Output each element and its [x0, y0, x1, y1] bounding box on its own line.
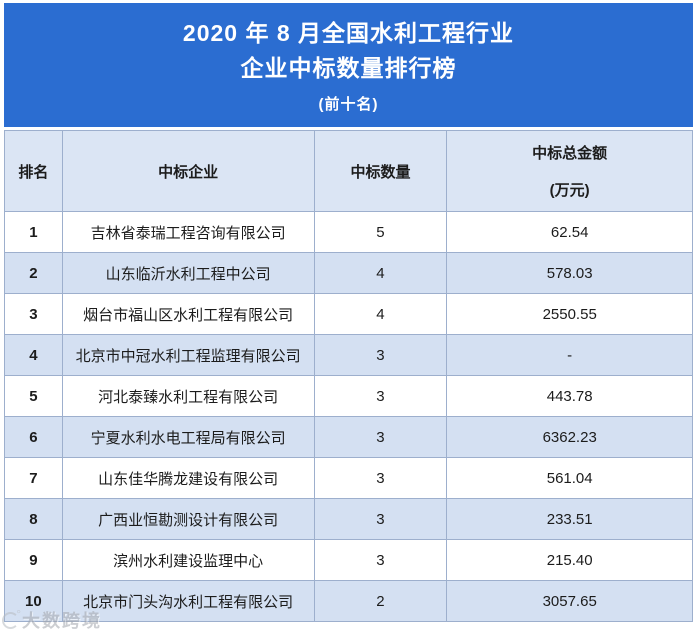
page-title-line1: 2020 年 8 月全国水利工程行业: [182, 20, 515, 46]
count-cell: 2: [313, 580, 448, 622]
count-cell: 3: [313, 334, 448, 376]
rank-cell: 6: [4, 416, 63, 458]
rank-cell: 8: [4, 498, 63, 540]
amount-cell: 6362.23: [446, 416, 693, 458]
company-cell: 山东临沂水利工程中公司: [61, 252, 315, 294]
amount-cell: 578.03: [446, 252, 693, 294]
rank-cell: 1: [4, 211, 63, 253]
table-row: 2 山东临沂水利工程中公司 4 578.03: [4, 252, 693, 294]
count-cell: 3: [313, 457, 448, 499]
page-title-subtitle: (前十名): [318, 96, 379, 113]
rank-cell: 7: [4, 457, 63, 499]
company-cell: 北京市中冠水利工程监理有限公司: [61, 334, 315, 376]
table-row: 4 北京市中冠水利工程监理有限公司 3 -: [4, 334, 693, 376]
count-cell: 4: [313, 293, 448, 335]
table-row: 10 北京市门头沟水利工程有限公司 2 3057.65: [4, 580, 693, 622]
rank-cell: 10: [4, 580, 63, 622]
table-row: 3 烟台市福山区水利工程有限公司 4 2550.55: [4, 293, 693, 335]
rank-cell: 9: [4, 539, 63, 581]
company-cell: 滨州水利建设监理中心: [61, 539, 315, 581]
amount-cell: 3057.65: [446, 580, 693, 622]
amount-cell: -: [446, 334, 693, 376]
page-title-line2: 企业中标数量排行榜: [240, 55, 457, 81]
count-cell: 3: [313, 498, 448, 540]
count-cell: 3: [313, 375, 448, 417]
company-cell: 广西业恒勘测设计有限公司: [61, 498, 315, 540]
rank-cell: 4: [4, 334, 63, 376]
amount-cell: 2550.55: [446, 293, 693, 335]
company-cell: 烟台市福山区水利工程有限公司: [61, 293, 315, 335]
header-rank: 排名: [4, 130, 63, 212]
ranking-table: 排名 中标企业 中标数量 中标总金额 (万元) 1 吉林省泰瑞工程咨询有限公司 …: [4, 130, 693, 622]
company-cell: 河北泰臻水利工程有限公司: [61, 375, 315, 417]
header-amount-line1: 中标总金额: [532, 145, 608, 162]
count-cell: 4: [313, 252, 448, 294]
table-header-row: 排名 中标企业 中标数量 中标总金额 (万元): [4, 130, 693, 212]
count-cell: 3: [313, 539, 448, 581]
header-amount: 中标总金额 (万元): [446, 130, 693, 212]
amount-cell: 561.04: [446, 457, 693, 499]
amount-cell: 443.78: [446, 375, 693, 417]
count-cell: 5: [313, 211, 448, 253]
header-company: 中标企业: [61, 130, 315, 212]
rank-cell: 3: [4, 293, 63, 335]
rank-cell: 5: [4, 375, 63, 417]
title-banner: 2020 年 8 月全国水利工程行业 企业中标数量排行榜 (前十名): [4, 3, 693, 127]
rank-cell: 2: [4, 252, 63, 294]
table-row: 6 宁夏水利水电工程局有限公司 3 6362.23: [4, 416, 693, 458]
company-cell: 山东佳华腾龙建设有限公司: [61, 457, 315, 499]
header-count: 中标数量: [313, 130, 448, 212]
company-cell: 吉林省泰瑞工程咨询有限公司: [61, 211, 315, 253]
company-cell: 宁夏水利水电工程局有限公司: [61, 416, 315, 458]
amount-cell: 215.40: [446, 539, 693, 581]
table-row: 9 滨州水利建设监理中心 3 215.40: [4, 539, 693, 581]
table-row: 1 吉林省泰瑞工程咨询有限公司 5 62.54: [4, 211, 693, 253]
company-cell: 北京市门头沟水利工程有限公司: [61, 580, 315, 622]
header-amount-line2: (万元): [549, 182, 590, 199]
amount-cell: 233.51: [446, 498, 693, 540]
table-row: 7 山东佳华腾龙建设有限公司 3 561.04: [4, 457, 693, 499]
count-cell: 3: [313, 416, 448, 458]
table-row: 5 河北泰臻水利工程有限公司 3 443.78: [4, 375, 693, 417]
table-row: 8 广西业恒勘测设计有限公司 3 233.51: [4, 498, 693, 540]
amount-cell: 62.54: [446, 211, 693, 253]
